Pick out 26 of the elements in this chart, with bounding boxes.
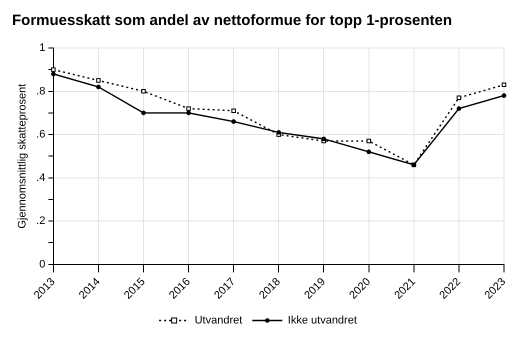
point: [366, 138, 372, 144]
point: [51, 72, 56, 76]
point: [502, 93, 506, 98]
y-tick-label: .8: [36, 85, 46, 98]
point: [502, 82, 506, 88]
point: [231, 108, 236, 114]
y-tick-label: 1: [39, 42, 46, 54]
point: [456, 95, 462, 100]
point: [96, 78, 101, 83]
y-tick-label: .2: [36, 215, 46, 228]
y-tick-label: .6: [36, 128, 46, 141]
point: [231, 119, 236, 124]
point: [141, 89, 146, 94]
y-axis-title: Gjennomsnittlig skatteprosent: [16, 84, 29, 229]
point: [141, 110, 146, 116]
point: [186, 106, 191, 111]
point: [186, 110, 191, 116]
legend-label: Ikke utvandret: [288, 314, 357, 327]
point: [366, 150, 372, 154]
y-tick-label: 0: [39, 258, 46, 270]
legend-label: Utvandret: [194, 314, 242, 327]
point: [51, 67, 56, 72]
y-tick-label: .4: [36, 172, 46, 184]
point: [456, 106, 462, 111]
chart-title: Formuesskatt som andel av nettoformue for topp 1-prosenten: [12, 12, 452, 30]
point: [96, 84, 101, 90]
